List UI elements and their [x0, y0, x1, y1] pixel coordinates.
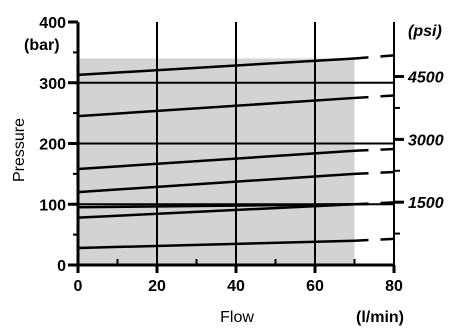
axes — [68, 20, 404, 273]
y-axis-unit: (bar) — [24, 37, 60, 54]
series-extension-4 — [354, 170, 395, 176]
y-tick-label-100: 100 — [39, 197, 66, 214]
x-tick-label-40: 40 — [227, 278, 245, 295]
x-tick-label-20: 20 — [148, 278, 166, 295]
psi-tick-label-4500: 4500 — [407, 69, 444, 86]
x-axis-title: Flow — [220, 309, 254, 326]
x-tick-label-60: 60 — [306, 278, 324, 295]
series-extension-7 — [354, 54, 395, 60]
y-tick-label-400: 400 — [39, 15, 66, 32]
series-line-7 — [77, 57, 355, 77]
operating-range-area — [78, 58, 355, 266]
series-line-1 — [77, 239, 355, 250]
axis-labels: 0 100 200 300 400 0 20 40 60 80 1500 3000 4500 — [39, 15, 443, 295]
psi-tick-label-1500: 1500 — [408, 195, 444, 212]
series-extension-3 — [354, 202, 395, 206]
series-extension-6 — [354, 94, 395, 100]
psi-tick-label-3000: 3000 — [408, 132, 444, 149]
y-axis-title: Pressure — [11, 118, 28, 182]
series-extension-5 — [354, 147, 395, 153]
x-tick-label-0: 0 — [74, 278, 83, 295]
y-tick-label-300: 300 — [39, 76, 66, 93]
series-extension-1 — [354, 237, 395, 242]
secondary-y-axis-unit: (psi) — [408, 23, 442, 40]
x-axis-unit: (l/min) — [356, 309, 404, 326]
series-line-2 — [77, 203, 355, 219]
series-line-6 — [77, 96, 355, 118]
series-line-3 — [77, 203, 355, 209]
series-lines — [77, 54, 395, 250]
series-line-4 — [77, 172, 355, 194]
series-line-5 — [77, 149, 355, 171]
y-tick-label-0: 0 — [57, 258, 66, 275]
y-tick-label-200: 200 — [39, 137, 66, 154]
x-tick-label-80: 80 — [385, 278, 403, 295]
